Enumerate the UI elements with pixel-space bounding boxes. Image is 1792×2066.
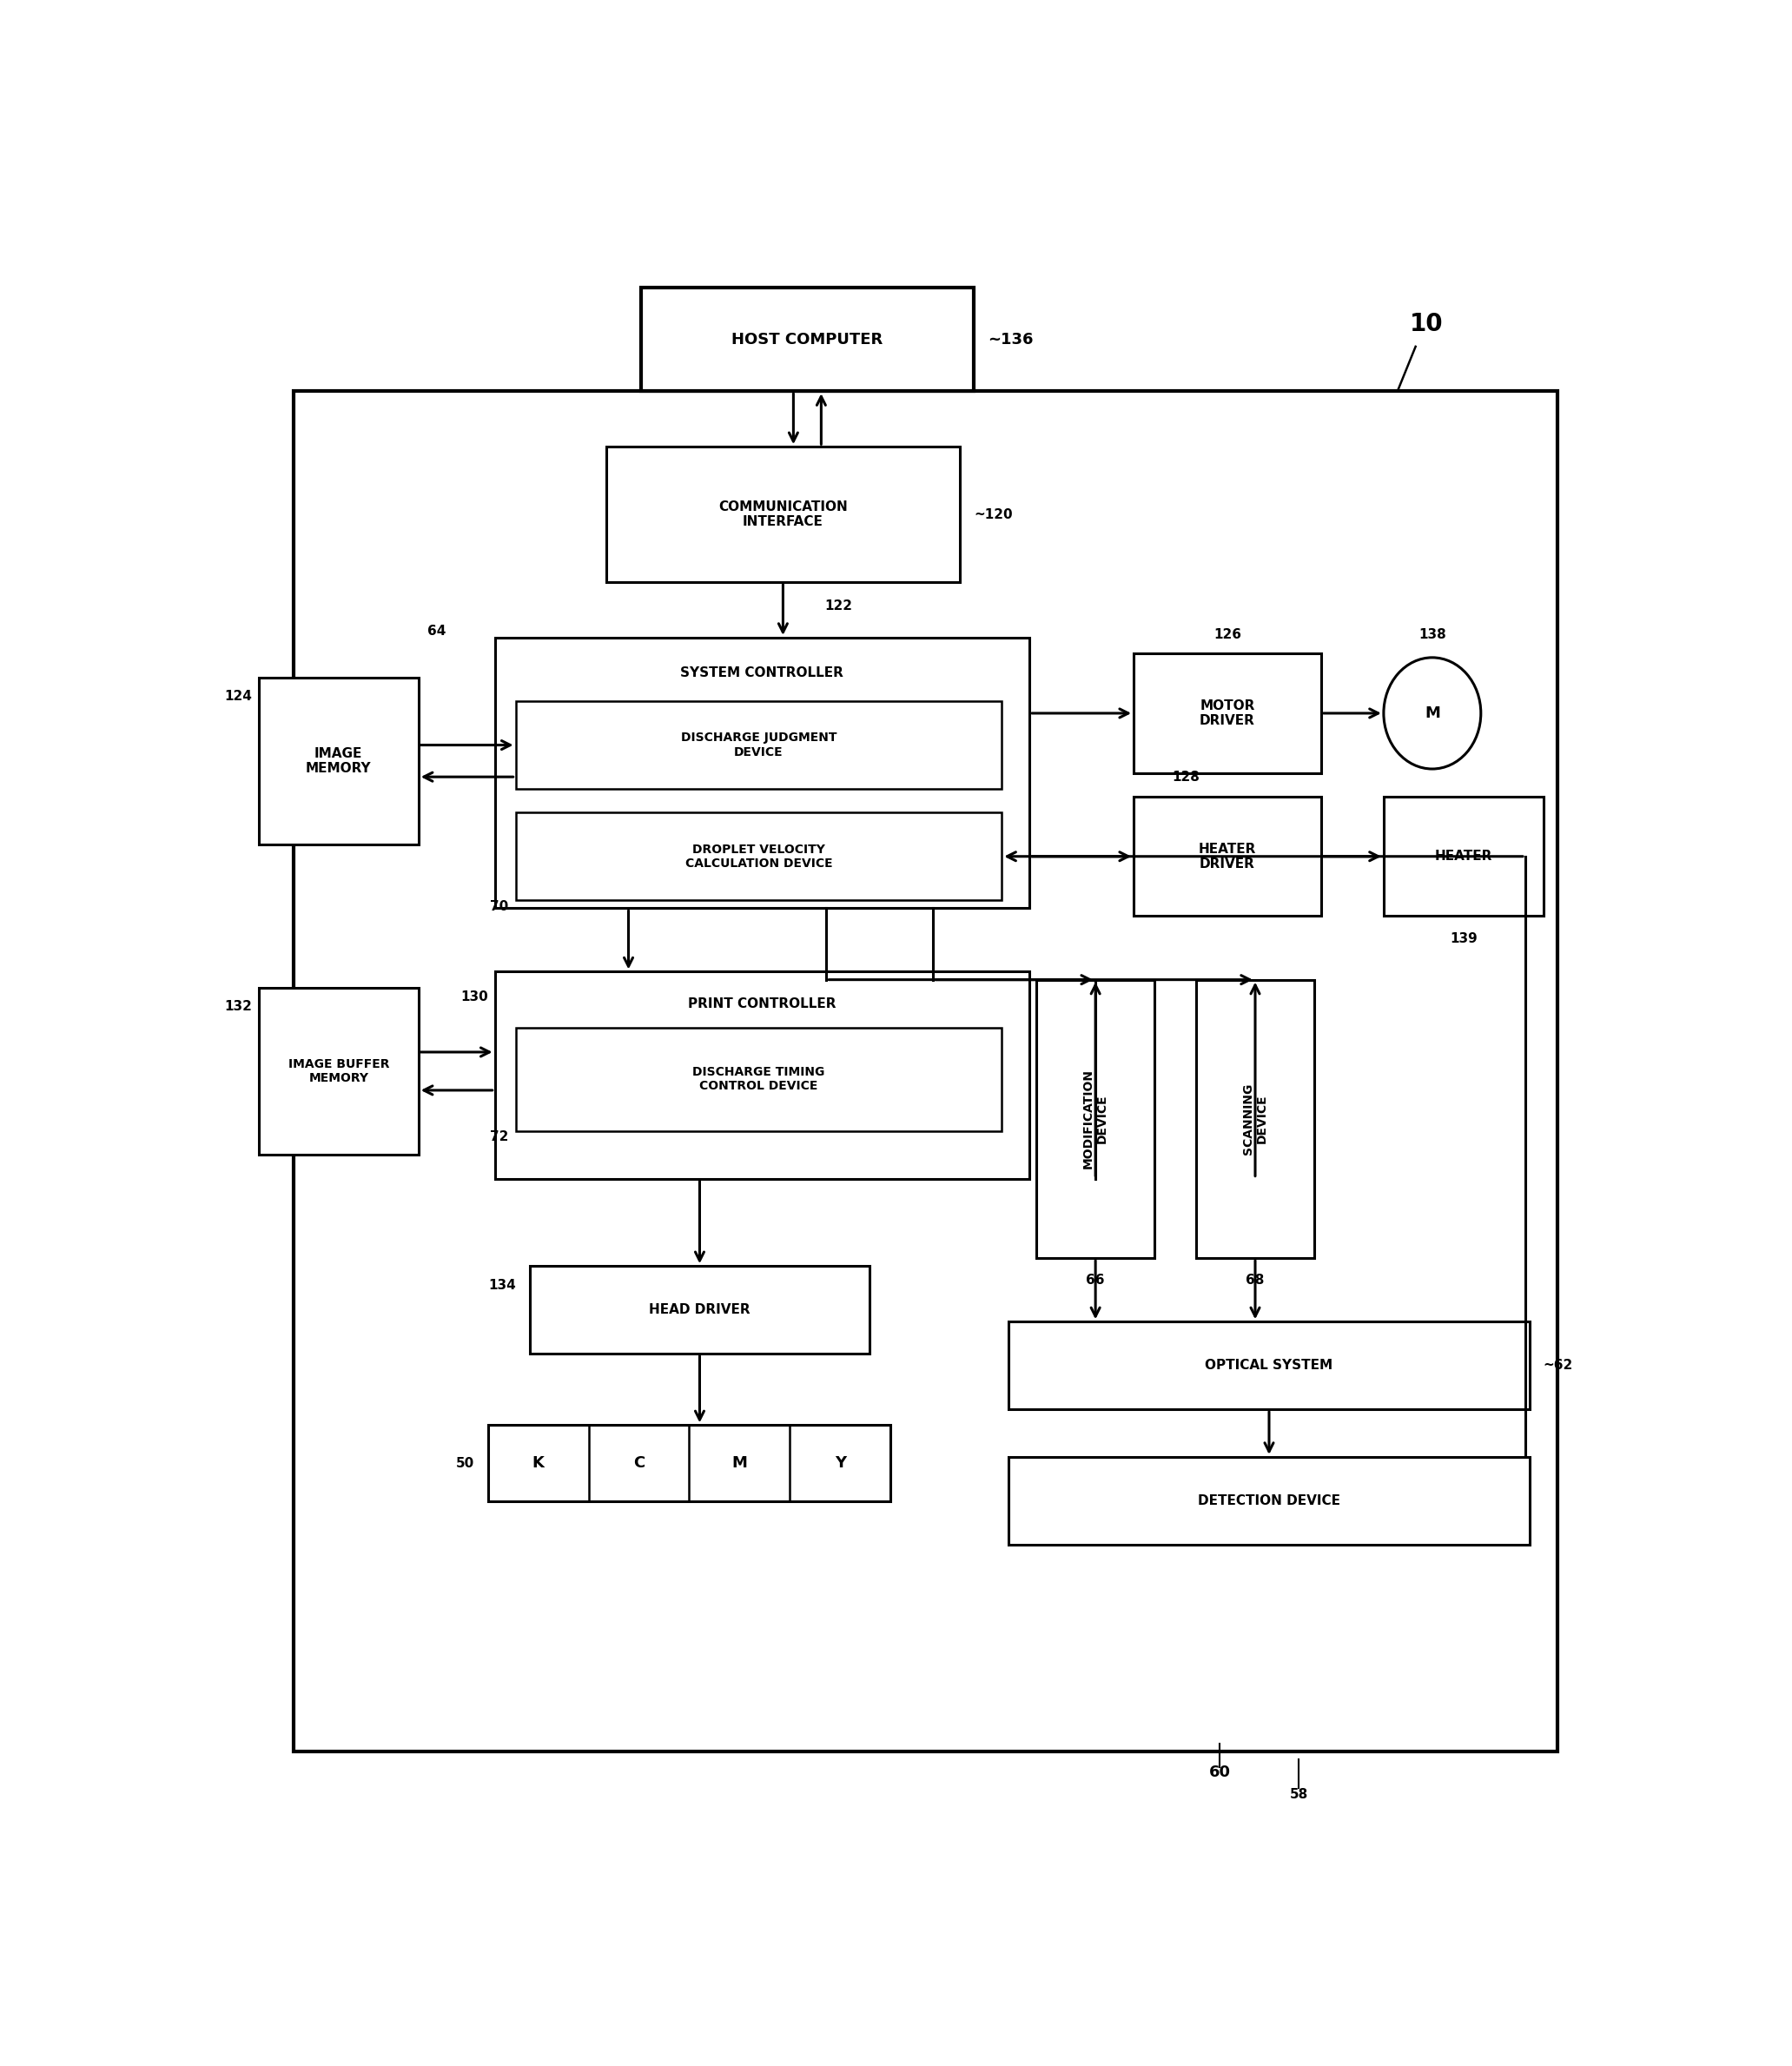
Bar: [1036, 979, 1154, 1258]
Bar: [516, 1027, 1002, 1130]
Bar: [1134, 797, 1321, 915]
Text: HEAD DRIVER: HEAD DRIVER: [649, 1304, 751, 1316]
Text: IMAGE
MEMORY: IMAGE MEMORY: [306, 748, 371, 775]
Bar: [453, 605, 1064, 1171]
Bar: [1383, 797, 1543, 915]
Bar: [495, 638, 1030, 909]
Text: 60: 60: [1210, 1764, 1231, 1779]
Text: OPTICAL SYSTEM: OPTICAL SYSTEM: [1206, 1359, 1333, 1372]
Text: 138: 138: [1419, 628, 1446, 640]
Bar: [487, 1426, 891, 1502]
Bar: [258, 678, 419, 845]
Text: DETECTION DEVICE: DETECTION DEVICE: [1197, 1494, 1340, 1508]
Bar: [516, 700, 1002, 789]
Text: SCANNING
DEVICE: SCANNING DEVICE: [1242, 1083, 1269, 1155]
Text: 50: 50: [455, 1457, 473, 1469]
Text: IMAGE BUFFER
MEMORY: IMAGE BUFFER MEMORY: [289, 1058, 389, 1085]
Text: M: M: [731, 1454, 747, 1471]
Bar: [530, 1266, 869, 1353]
Text: MOTOR
DRIVER: MOTOR DRIVER: [1199, 698, 1254, 727]
Text: PRINT CONTROLLER: PRINT CONTROLLER: [688, 998, 837, 1010]
Text: K: K: [532, 1454, 545, 1471]
Text: HOST COMPUTER: HOST COMPUTER: [731, 331, 883, 347]
Text: ~136: ~136: [987, 331, 1034, 347]
Text: 139: 139: [1450, 932, 1477, 944]
Text: 122: 122: [824, 599, 853, 612]
Circle shape: [1383, 657, 1480, 769]
Text: 64: 64: [428, 624, 446, 638]
Text: DISCHARGE TIMING
CONTROL DEVICE: DISCHARGE TIMING CONTROL DEVICE: [692, 1066, 824, 1093]
Bar: [1134, 653, 1321, 773]
Text: 124: 124: [224, 690, 251, 702]
Text: 66: 66: [1086, 1275, 1106, 1287]
Text: ~62: ~62: [1543, 1359, 1573, 1372]
Bar: [495, 971, 1030, 1178]
Bar: [1009, 1322, 1529, 1409]
Text: 134: 134: [487, 1279, 516, 1291]
Text: DROPLET VELOCITY
CALCULATION DEVICE: DROPLET VELOCITY CALCULATION DEVICE: [685, 843, 831, 870]
Text: SYSTEM CONTROLLER: SYSTEM CONTROLLER: [681, 667, 844, 680]
Text: MODIFICATION
DEVICE: MODIFICATION DEVICE: [1082, 1068, 1109, 1169]
Text: HEATER: HEATER: [1435, 849, 1493, 864]
Text: 128: 128: [1172, 771, 1199, 783]
Text: COMMUNICATION
INTERFACE: COMMUNICATION INTERFACE: [719, 500, 848, 529]
Bar: [1009, 1457, 1529, 1545]
Text: 68: 68: [1245, 1275, 1265, 1287]
Text: C: C: [633, 1454, 645, 1471]
Text: HEATER
DRIVER: HEATER DRIVER: [1199, 843, 1256, 870]
Text: M: M: [1425, 705, 1441, 721]
Bar: [1197, 979, 1314, 1258]
Text: 126: 126: [1213, 628, 1242, 640]
Text: 72: 72: [491, 1130, 509, 1145]
Text: ~120: ~120: [975, 508, 1012, 521]
Text: DISCHARGE JUDGMENT
DEVICE: DISCHARGE JUDGMENT DEVICE: [681, 731, 837, 758]
Bar: [1009, 948, 1536, 1744]
Text: 70: 70: [491, 901, 509, 913]
Text: 130: 130: [461, 992, 487, 1004]
Text: Y: Y: [835, 1454, 846, 1471]
Bar: [258, 988, 419, 1155]
Text: 132: 132: [224, 1000, 251, 1014]
Bar: [642, 287, 975, 390]
Bar: [606, 446, 961, 583]
Text: 10: 10: [1410, 312, 1444, 337]
Bar: [516, 812, 1002, 901]
Bar: [294, 390, 1557, 1752]
Text: 58: 58: [1290, 1787, 1308, 1802]
